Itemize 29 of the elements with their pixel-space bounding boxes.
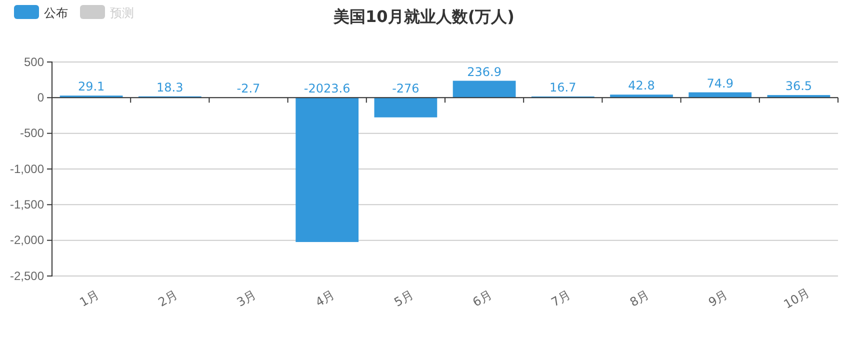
y-tick-label: -1,000	[10, 162, 44, 176]
data-label: 236.9	[467, 64, 502, 79]
x-tick-label: 5月	[392, 288, 416, 310]
x-tick-label: 7月	[548, 288, 573, 310]
y-tick-label: -2,000	[10, 233, 44, 248]
data-label: 42.8	[628, 78, 655, 93]
data-label: 36.5	[785, 79, 812, 94]
y-tick-label: -2,500	[10, 268, 44, 283]
legend-label: 公布	[44, 6, 68, 20]
data-label: 29.1	[78, 80, 105, 94]
x-tick-label: 2月	[156, 288, 180, 310]
x-tick-label: 10月	[781, 286, 812, 312]
y-tick-label: 500	[24, 54, 44, 69]
y-tick-label: -500	[20, 126, 44, 140]
x-tick-label: 1月	[77, 288, 102, 310]
chart-title: 美国10月就业人数(万人)	[332, 7, 514, 26]
data-label: 18.3	[156, 80, 184, 94]
data-label: -2.7	[236, 82, 260, 96]
x-tick-label: 9月	[706, 288, 730, 310]
data-label: 74.9	[706, 76, 734, 90]
x-tick-label: 4月	[313, 288, 338, 310]
x-tick-label: 8月	[627, 288, 652, 310]
x-tick-label: 6月	[470, 288, 494, 310]
data-label: -276	[392, 82, 420, 96]
x-tick-label: 3月	[234, 288, 259, 310]
data-label: -2023.6	[304, 82, 350, 96]
y-tick-label: 0	[37, 90, 44, 105]
data-label: 16.7	[550, 80, 576, 94]
y-tick-label: -1,500	[10, 198, 44, 212]
